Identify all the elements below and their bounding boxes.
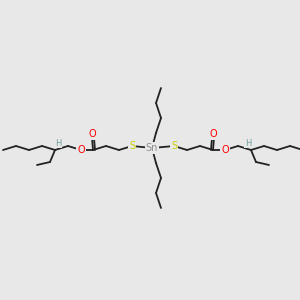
Text: O: O	[89, 129, 96, 139]
Text: H: H	[245, 139, 251, 148]
Text: S: S	[129, 141, 135, 151]
Text: O: O	[221, 145, 229, 155]
Text: S: S	[171, 141, 177, 151]
Text: O: O	[210, 129, 217, 139]
Text: Sn: Sn	[146, 143, 158, 153]
Text: H: H	[55, 139, 61, 148]
Text: O: O	[77, 145, 85, 155]
